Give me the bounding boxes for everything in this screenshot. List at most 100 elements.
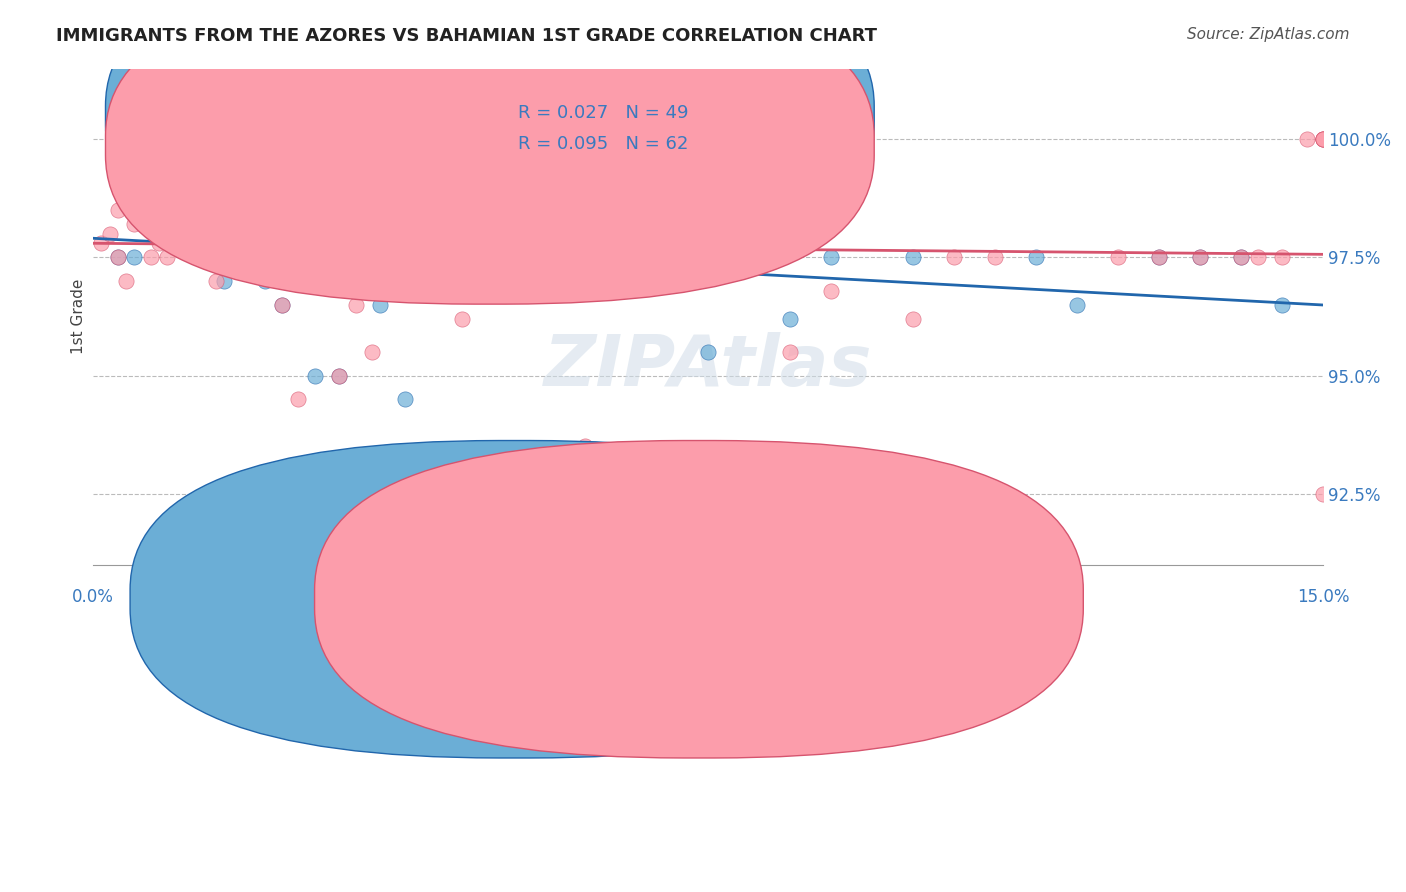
Point <box>1271 298 1294 312</box>
Point <box>278 251 301 265</box>
Point <box>1295 132 1317 146</box>
Text: 0.0%: 0.0% <box>72 588 114 607</box>
Point <box>820 251 842 265</box>
Point <box>361 345 384 359</box>
Point <box>263 251 285 265</box>
Point <box>304 368 326 383</box>
FancyBboxPatch shape <box>105 0 875 275</box>
Point <box>221 179 243 194</box>
Text: R = 0.095   N = 62: R = 0.095 N = 62 <box>517 135 688 153</box>
Text: IMMIGRANTS FROM THE AZORES VS BAHAMIAN 1ST GRADE CORRELATION CHART: IMMIGRANTS FROM THE AZORES VS BAHAMIAN 1… <box>56 27 877 45</box>
Point <box>139 203 162 218</box>
Point <box>263 236 285 251</box>
Point <box>165 132 187 146</box>
Point <box>254 274 277 288</box>
Point <box>411 251 433 265</box>
Point <box>328 368 350 383</box>
Point <box>188 203 211 218</box>
Point <box>533 251 555 265</box>
Point <box>156 170 179 185</box>
Point <box>1066 298 1088 312</box>
Point <box>156 251 179 265</box>
Point <box>295 274 318 288</box>
Point <box>122 251 145 265</box>
Text: Bahamians: Bahamians <box>727 591 818 608</box>
Point <box>214 274 236 288</box>
Text: Source: ZipAtlas.com: Source: ZipAtlas.com <box>1187 27 1350 42</box>
Point <box>657 265 679 279</box>
Point <box>229 203 252 218</box>
Point <box>697 345 720 359</box>
Point <box>165 227 187 241</box>
Text: R = 0.027   N = 49: R = 0.027 N = 49 <box>517 104 688 122</box>
Point <box>984 251 1007 265</box>
Point <box>1230 251 1253 265</box>
Point <box>172 227 194 241</box>
Point <box>180 236 202 251</box>
Point <box>221 227 243 241</box>
Point <box>122 132 145 146</box>
Point <box>1107 251 1129 265</box>
Point <box>1312 132 1334 146</box>
Point <box>451 311 474 326</box>
Point <box>246 236 269 251</box>
Point <box>172 203 194 218</box>
Point <box>165 236 187 251</box>
Point <box>328 368 350 383</box>
Point <box>165 179 187 194</box>
Point <box>180 218 202 232</box>
Point <box>139 189 162 203</box>
Point <box>90 236 112 251</box>
Point <box>657 251 679 265</box>
Point <box>901 251 924 265</box>
Point <box>1312 132 1334 146</box>
Point <box>779 345 801 359</box>
Point <box>492 284 515 298</box>
Point <box>122 156 145 170</box>
FancyBboxPatch shape <box>105 0 875 304</box>
Point <box>197 227 219 241</box>
Point <box>188 179 211 194</box>
Point <box>614 251 637 265</box>
Point <box>1246 251 1268 265</box>
Point <box>443 251 465 265</box>
Point <box>197 203 219 218</box>
Point <box>1312 132 1334 146</box>
Point <box>368 274 391 288</box>
Point <box>229 251 252 265</box>
Point <box>148 236 170 251</box>
Point <box>131 179 153 194</box>
Text: Immigrants from the Azores: Immigrants from the Azores <box>543 591 775 608</box>
Point <box>107 203 129 218</box>
Point <box>214 203 236 218</box>
Point <box>1025 251 1047 265</box>
Point <box>287 265 309 279</box>
Point <box>98 227 121 241</box>
Point <box>148 142 170 156</box>
FancyBboxPatch shape <box>315 441 1083 758</box>
Point <box>1271 251 1294 265</box>
Point <box>1147 251 1170 265</box>
FancyBboxPatch shape <box>450 98 745 173</box>
Point <box>205 274 228 288</box>
Point <box>246 251 269 265</box>
Text: 15.0%: 15.0% <box>1296 588 1350 607</box>
Point <box>107 251 129 265</box>
Point <box>205 251 228 265</box>
Point <box>270 298 292 312</box>
Point <box>197 189 219 203</box>
Point <box>1189 251 1212 265</box>
Text: ZIPAtlas: ZIPAtlas <box>544 332 872 401</box>
Point <box>139 251 162 265</box>
Point <box>336 251 359 265</box>
Y-axis label: 1st Grade: 1st Grade <box>72 279 86 354</box>
Point <box>148 189 170 203</box>
Point <box>1147 251 1170 265</box>
Point <box>779 311 801 326</box>
Point <box>172 203 194 218</box>
Point <box>943 251 966 265</box>
Point <box>278 274 301 288</box>
Point <box>180 218 202 232</box>
Point <box>1189 251 1212 265</box>
Point <box>205 189 228 203</box>
